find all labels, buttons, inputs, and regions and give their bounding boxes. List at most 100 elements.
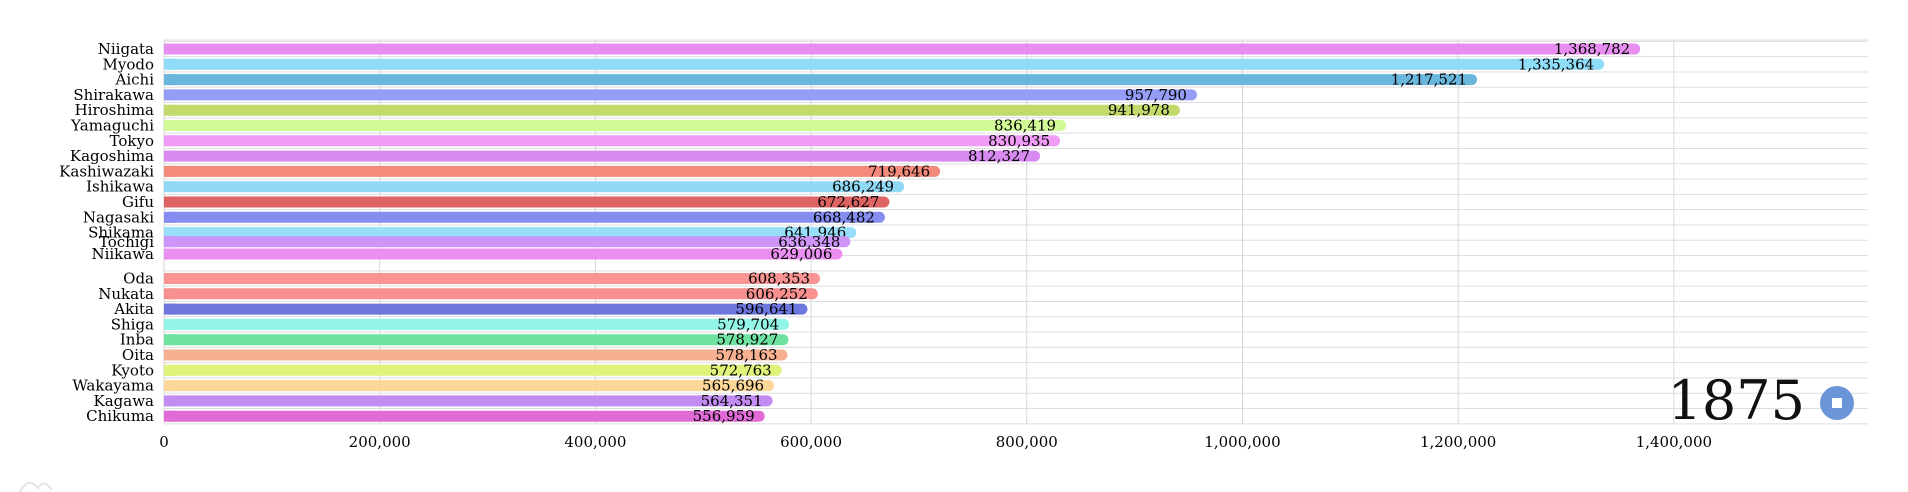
value-label: 719,646 bbox=[868, 162, 930, 180]
value-label: 606,252 bbox=[746, 285, 808, 303]
value-label: 608,353 bbox=[748, 270, 810, 288]
bar-shiga bbox=[164, 318, 790, 330]
category-label: Oda bbox=[123, 270, 154, 288]
bar-left-cap bbox=[164, 288, 175, 300]
category-label: Kagoshima bbox=[70, 147, 154, 165]
x-tick-label: 1,000,000 bbox=[1204, 433, 1280, 451]
category-label: Myodo bbox=[103, 55, 155, 73]
bar-left-cap bbox=[164, 248, 175, 260]
bar-left-cap bbox=[164, 349, 175, 361]
bar-left-cap bbox=[164, 395, 175, 407]
value-label: 596,641 bbox=[735, 300, 797, 318]
bar-left-cap bbox=[164, 74, 175, 86]
category-label: Shirakawa bbox=[73, 86, 154, 104]
bar-inba bbox=[164, 334, 789, 346]
bar-chikuma bbox=[164, 410, 765, 422]
bar-left-cap bbox=[164, 303, 175, 315]
value-label: 830,935 bbox=[988, 132, 1050, 150]
bar-left-cap bbox=[164, 165, 175, 177]
bar-oita bbox=[164, 349, 788, 361]
bar-left-cap bbox=[164, 334, 175, 346]
category-label: Shiga bbox=[111, 315, 154, 333]
bar-aichi bbox=[164, 74, 1478, 86]
value-label: 1,368,782 bbox=[1554, 40, 1630, 58]
category-label: Chikuma bbox=[86, 407, 154, 425]
value-label: 672,627 bbox=[817, 193, 879, 211]
category-label: Oita bbox=[122, 346, 154, 364]
category-label: Kagawa bbox=[94, 392, 155, 410]
bar-left-cap bbox=[164, 410, 175, 422]
value-label: 686,249 bbox=[832, 178, 894, 196]
category-label: Gifu bbox=[122, 193, 154, 211]
bar-shirakawa bbox=[164, 89, 1197, 101]
value-label: 941,978 bbox=[1108, 101, 1170, 119]
category-label: Shikama bbox=[88, 224, 154, 242]
bar-hiroshima bbox=[164, 104, 1180, 116]
category-label: Akita bbox=[113, 300, 154, 318]
x-tick-label: 0 bbox=[159, 433, 169, 451]
bar-kashiwazaki bbox=[164, 165, 941, 177]
value-label: 957,790 bbox=[1125, 86, 1187, 104]
x-tick-label: 400,000 bbox=[564, 433, 626, 451]
year-label: 1875 bbox=[1668, 369, 1805, 432]
value-label: 668,482 bbox=[813, 208, 875, 226]
bar-left-cap bbox=[164, 236, 175, 248]
value-label: 556,959 bbox=[693, 407, 755, 425]
category-label: Ishikawa bbox=[86, 178, 154, 196]
value-label: 812,327 bbox=[968, 147, 1030, 165]
value-label: 578,163 bbox=[716, 346, 778, 364]
value-label: 1,217,521 bbox=[1391, 71, 1467, 89]
play-stop-button[interactable] bbox=[1820, 386, 1854, 420]
value-label: 579,704 bbox=[717, 315, 779, 333]
bar-wakayama bbox=[164, 380, 775, 392]
category-label: Nagasaki bbox=[83, 208, 154, 226]
value-label: 636,348 bbox=[778, 233, 840, 251]
category-label: Yamaguchi bbox=[70, 117, 154, 135]
category-label: Nukata bbox=[98, 285, 154, 303]
bar-left-cap bbox=[164, 58, 175, 70]
value-label: 578,927 bbox=[716, 331, 778, 349]
bar-akita bbox=[164, 303, 808, 315]
bar-kyoto bbox=[164, 364, 782, 376]
value-label: 564,351 bbox=[701, 392, 763, 410]
bar-left-cap bbox=[164, 89, 175, 101]
category-label: Niikawa bbox=[91, 245, 154, 263]
x-tick-label: 800,000 bbox=[996, 433, 1058, 451]
bar-left-cap bbox=[164, 181, 175, 193]
category-label: Kyoto bbox=[111, 361, 154, 379]
bar-myodo bbox=[164, 58, 1605, 70]
bar-left-cap bbox=[164, 273, 175, 284]
bar-nukata bbox=[164, 288, 818, 300]
bar-left-cap bbox=[164, 150, 175, 162]
x-tick-label: 200,000 bbox=[349, 433, 411, 451]
bar-oda bbox=[164, 273, 821, 284]
bar-left-cap bbox=[164, 227, 175, 239]
bar-kagawa bbox=[164, 395, 773, 407]
bar-tokyo bbox=[164, 135, 1061, 147]
value-label: 565,696 bbox=[702, 377, 764, 395]
bar-left-cap bbox=[164, 211, 175, 223]
x-tick-label: 1,200,000 bbox=[1420, 433, 1496, 451]
bar-shikama bbox=[164, 227, 857, 239]
category-label: Wakayama bbox=[72, 377, 154, 395]
category-label: Aichi bbox=[115, 71, 155, 89]
category-label: Inba bbox=[120, 331, 154, 349]
category-label: Kashiwazaki bbox=[59, 162, 154, 180]
value-label: 1,335,364 bbox=[1518, 55, 1594, 73]
category-label: Tochigi bbox=[99, 233, 154, 251]
x-tick-label: 1,400,000 bbox=[1636, 433, 1712, 451]
bar-left-cap bbox=[164, 380, 175, 392]
x-tick-label: 600,000 bbox=[780, 433, 842, 451]
bar-left-cap bbox=[164, 135, 175, 147]
bar-left-cap bbox=[164, 104, 175, 116]
category-label: Hiroshima bbox=[75, 101, 154, 119]
category-label: Tokyo bbox=[110, 132, 154, 150]
stop-icon bbox=[1832, 398, 1842, 408]
watermark-logo bbox=[19, 481, 53, 492]
bar-left-cap bbox=[164, 196, 175, 208]
value-label: 836,419 bbox=[994, 117, 1056, 135]
bar-niigata bbox=[164, 43, 1641, 55]
bar-ishikawa bbox=[164, 181, 905, 193]
bar-niikawa bbox=[164, 248, 843, 260]
